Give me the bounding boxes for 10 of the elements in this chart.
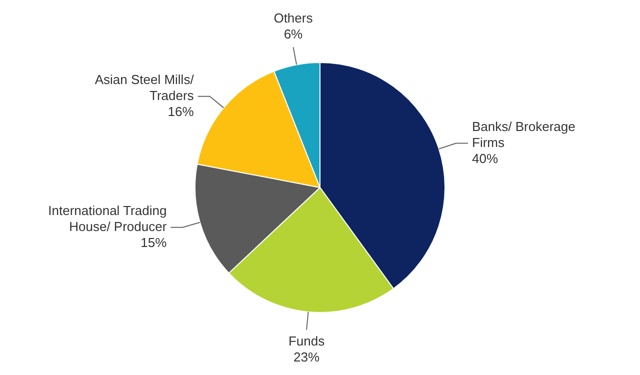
data-label: 15% [140, 234, 168, 250]
slice-label: Funds [288, 333, 326, 348]
slice-label: Banks/ Brokerage Firms [472, 118, 576, 150]
slice-label: Asian Steel Mills/ Traders [94, 72, 194, 103]
slice-label: International Trading House/ Producer [48, 202, 168, 234]
data-label: 23% [294, 349, 320, 364]
data-label: 6% [284, 26, 304, 42]
data-label: 40% [472, 150, 498, 166]
data-label: 16% [168, 104, 194, 119]
slice-label: Others [274, 10, 314, 26]
